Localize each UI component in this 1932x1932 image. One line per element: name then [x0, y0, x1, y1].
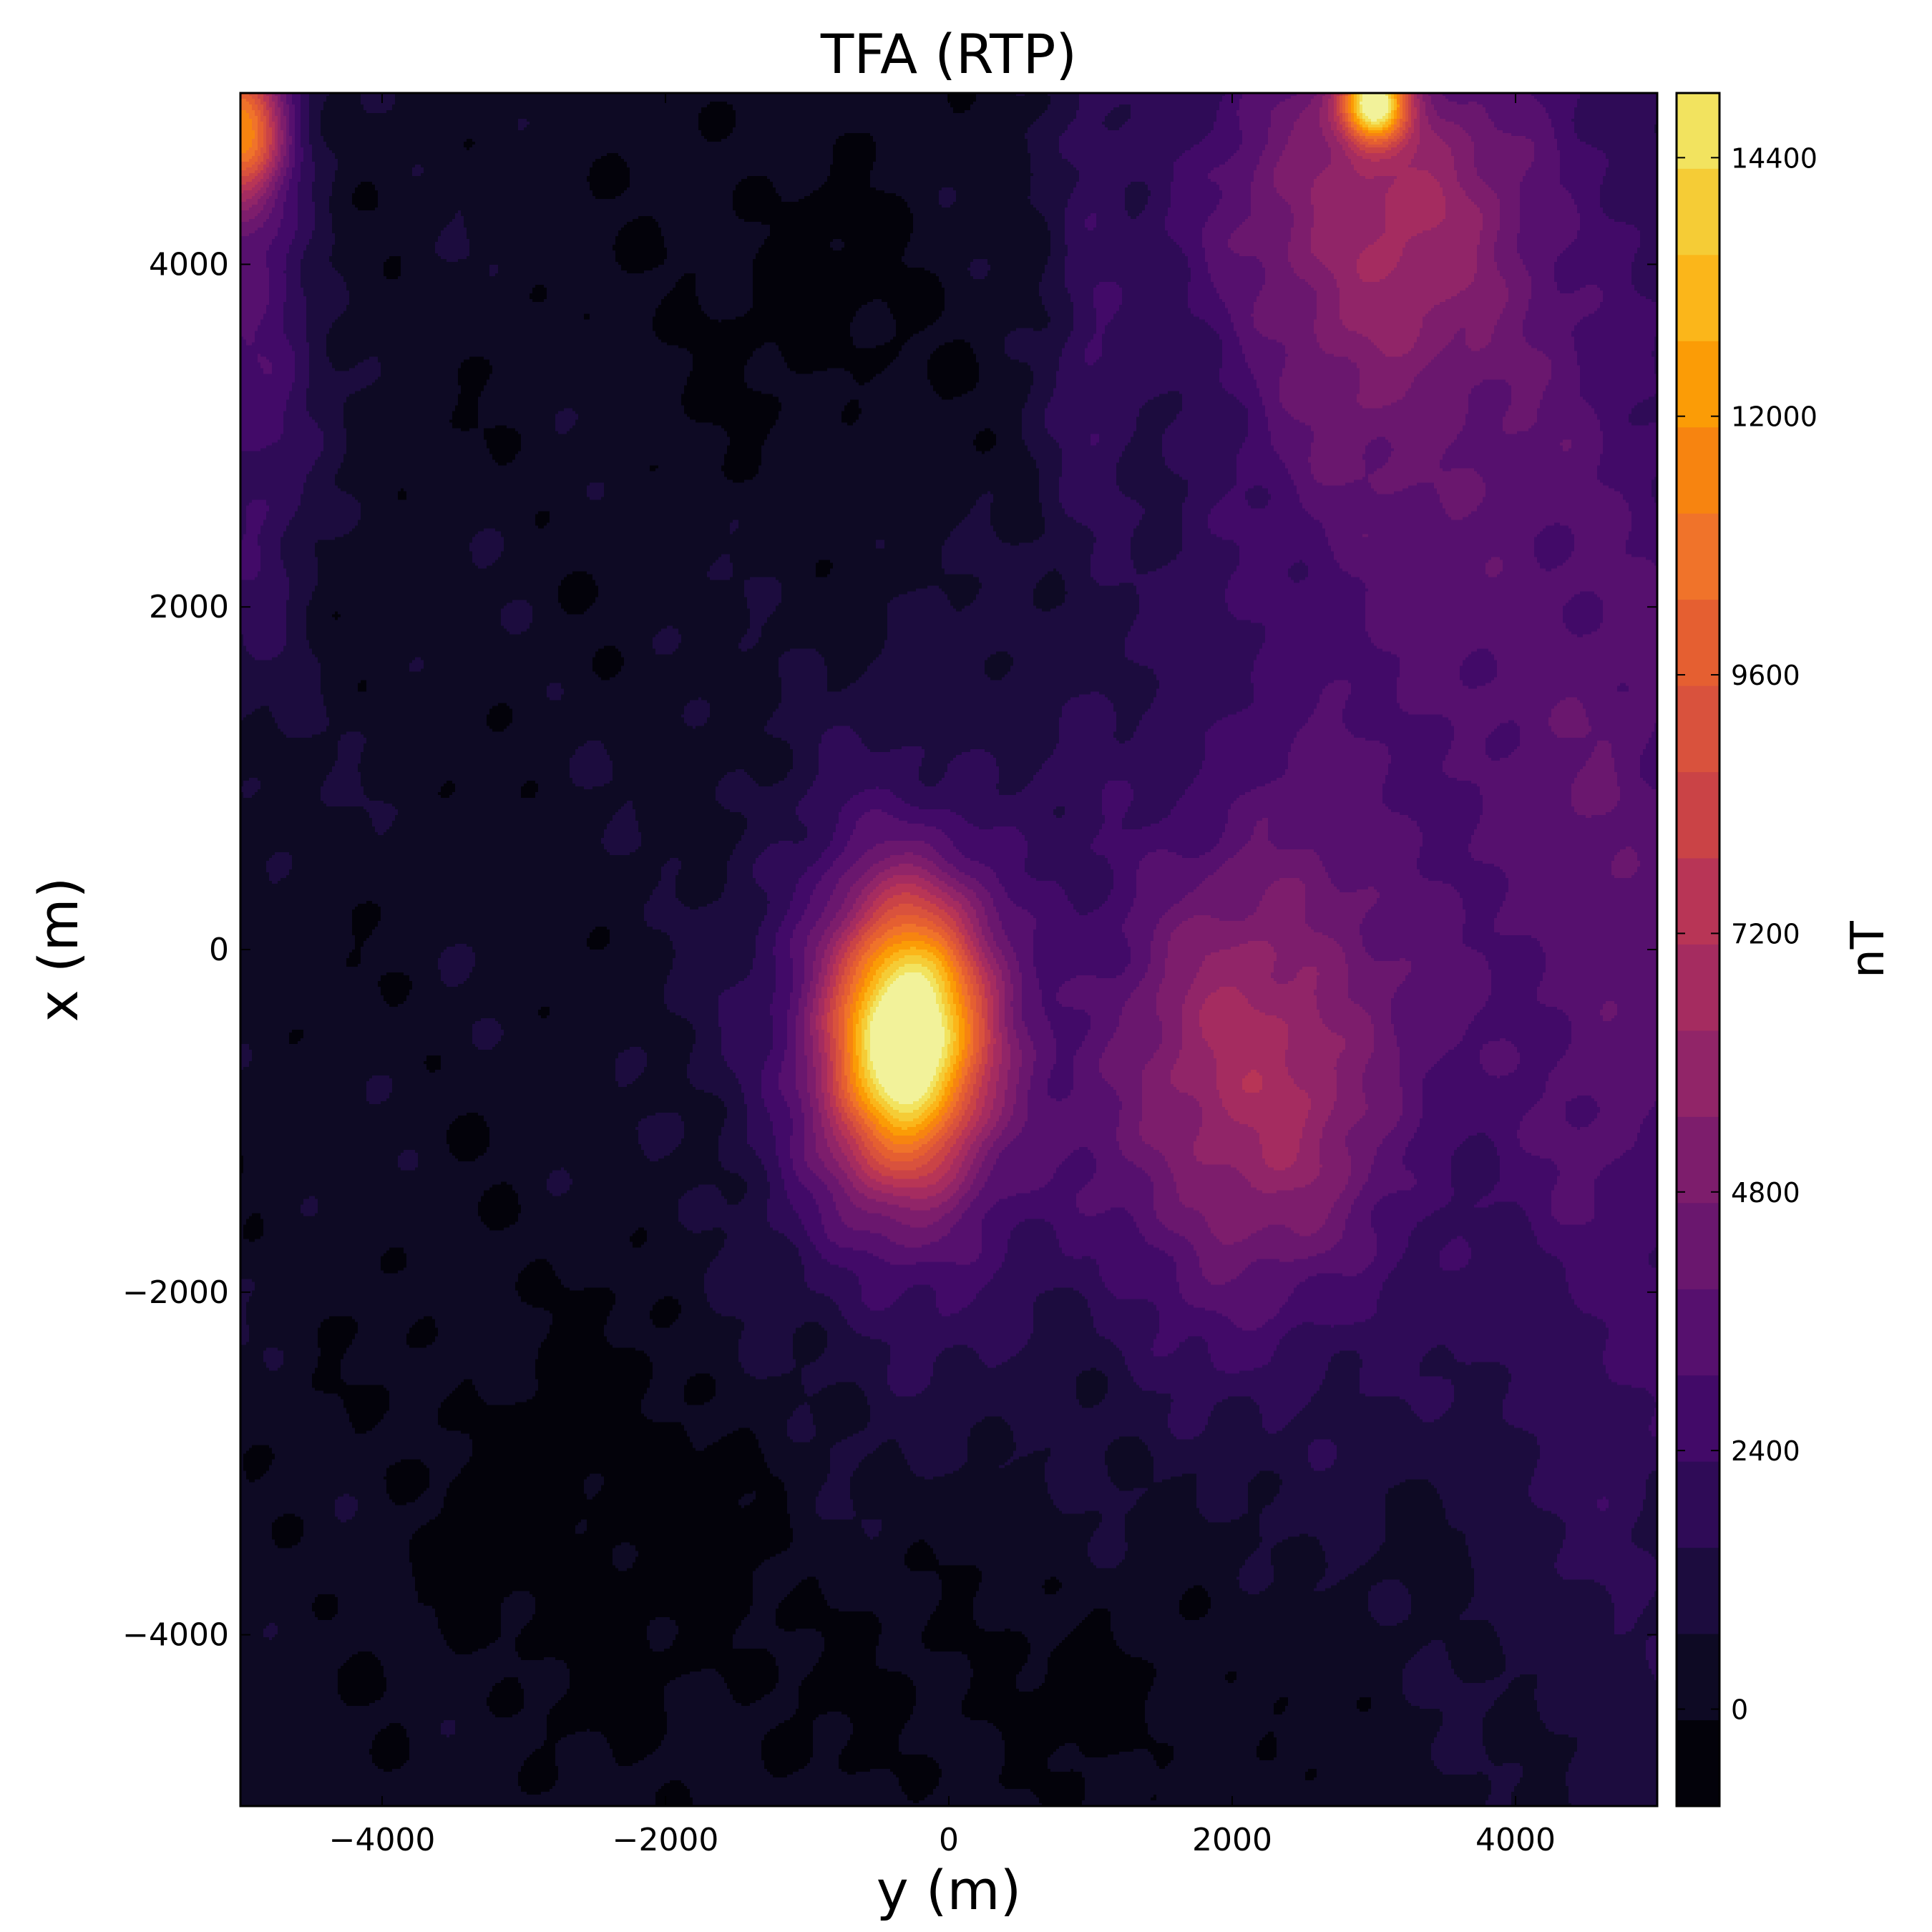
y-tick-label: 4000	[149, 246, 229, 283]
colorbar-band	[1677, 341, 1719, 428]
colorbar-band	[1677, 1719, 1719, 1807]
colorbar-band	[1677, 599, 1719, 686]
y-tick-label: 2000	[149, 589, 229, 625]
colorbar-tick-label: 12000	[1731, 401, 1818, 433]
colorbar-band	[1677, 93, 1719, 169]
y-tick-label: −4000	[122, 1617, 229, 1654]
x-axis: −4000 −2000 0 2000 4000	[329, 93, 1556, 1858]
x-tick-label: 2000	[1192, 1822, 1272, 1858]
colorbar-ticks: 0 2400 4800 7200 9600 12000 14400	[1677, 142, 1818, 1725]
colorbar	[1677, 93, 1719, 1807]
colorbar-band	[1677, 254, 1719, 341]
colorbar-tick-label: 2400	[1731, 1435, 1800, 1467]
x-tick-label: 0	[939, 1822, 959, 1858]
colorbar-band	[1677, 1634, 1719, 1721]
colorbar-label: nT	[1842, 920, 1895, 978]
chart-title: TFA (RTP)	[820, 22, 1077, 86]
y-axis: −4000 −2000 0 2000 4000	[122, 246, 1657, 1654]
colorbar-tick-label: 7200	[1731, 918, 1800, 950]
plot-area	[240, 93, 1657, 1806]
colorbar-frame	[1675, 92, 1721, 1807]
colorbar-tick-label: 0	[1731, 1694, 1748, 1725]
colorbar-band	[1677, 426, 1719, 514]
y-tick-label: −2000	[122, 1274, 229, 1311]
colorbar-band	[1677, 1030, 1719, 1117]
colorbar-band	[1677, 771, 1719, 859]
x-tick-label: −4000	[329, 1822, 436, 1858]
colorbar-band	[1677, 1547, 1719, 1634]
x-axis-label: y (m)	[877, 1858, 1021, 1922]
colorbar-band	[1677, 686, 1719, 773]
colorbar-band	[1677, 1289, 1719, 1376]
colorbar-tick-label: 4800	[1731, 1177, 1800, 1209]
colorbar-band	[1677, 944, 1719, 1031]
colorbar-band	[1677, 1202, 1719, 1289]
colorbar-band	[1677, 1461, 1719, 1548]
colorbar-tick-label: 9600	[1731, 660, 1800, 691]
colorbar-band	[1677, 168, 1719, 255]
colorbar-band	[1677, 513, 1719, 600]
x-tick-label: −2000	[613, 1822, 719, 1858]
y-axis-label: x (m)	[26, 877, 90, 1022]
x-tick-label: 4000	[1475, 1822, 1556, 1858]
colorbar-band	[1677, 1116, 1719, 1204]
y-tick-label: 0	[209, 932, 229, 968]
colorbar-band	[1677, 858, 1719, 945]
colorbar-band	[1677, 1375, 1719, 1462]
contour-field	[240, 93, 1657, 1806]
colorbar-tick-label: 14400	[1731, 142, 1818, 174]
